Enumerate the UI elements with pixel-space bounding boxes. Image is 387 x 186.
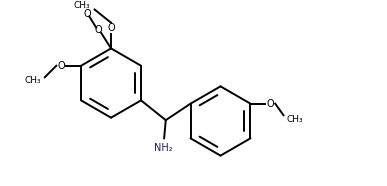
Text: O: O <box>267 99 274 109</box>
Text: CH₃: CH₃ <box>287 115 303 124</box>
Text: NH₂: NH₂ <box>154 143 173 153</box>
Text: O: O <box>57 61 65 71</box>
Text: CH₃: CH₃ <box>24 76 41 85</box>
Text: O: O <box>107 23 115 33</box>
Text: O: O <box>95 25 102 35</box>
Text: O: O <box>83 9 91 19</box>
Text: CH₃: CH₃ <box>74 1 91 10</box>
